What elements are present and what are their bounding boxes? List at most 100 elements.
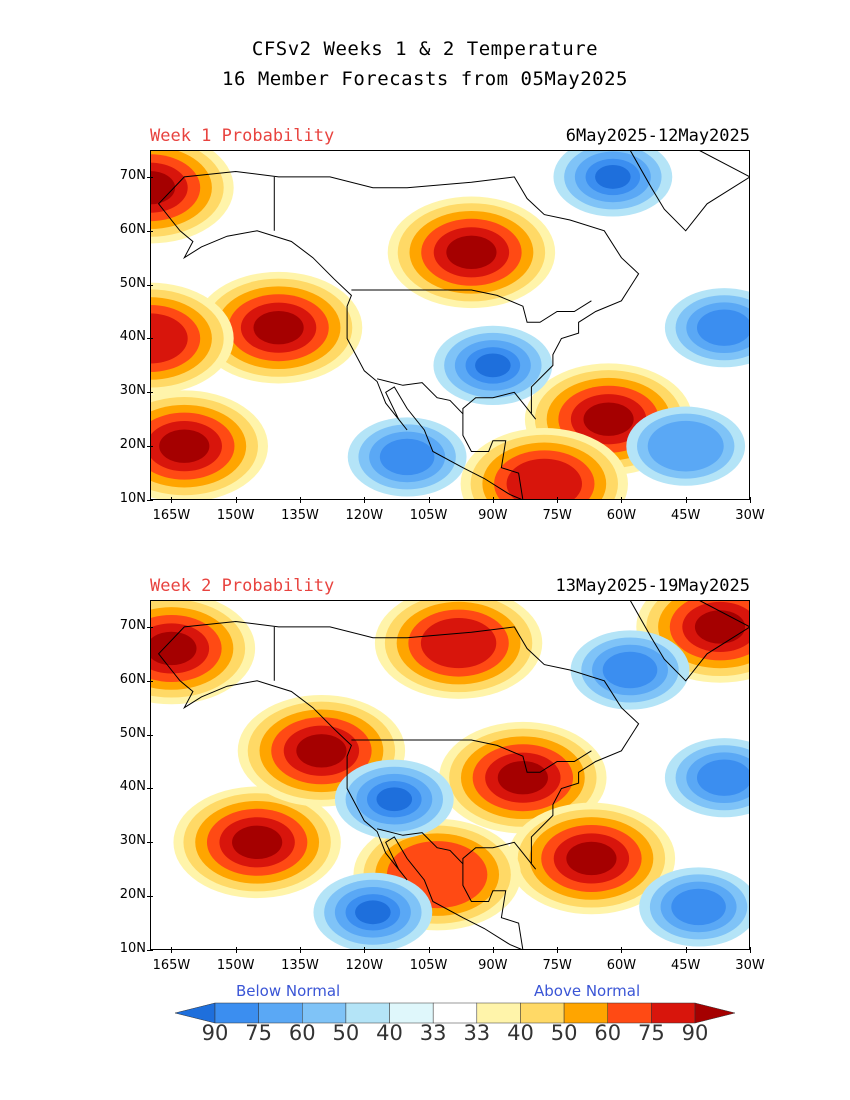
lat-tick-label: 50N: [119, 725, 146, 741]
lat-tick-label: 30N: [119, 383, 146, 399]
lon-tick-label: 135W: [281, 958, 319, 973]
lon-tick-label: 45W: [671, 958, 701, 973]
lon-tick-label: 30W: [735, 958, 765, 973]
lon-tick-mark: [750, 947, 751, 953]
lon-tick-label: 150W: [216, 508, 255, 523]
legend-number: 40: [376, 1021, 403, 1045]
week2-map-canvas: [150, 600, 750, 950]
lat-tick-mark: [147, 338, 153, 340]
lon-tick-mark: [235, 497, 237, 503]
above-normal-region-3: [439, 721, 607, 834]
above-normal-region-1: [173, 786, 341, 899]
legend-number: 60: [594, 1021, 622, 1045]
lon-tick-label: 30W: [735, 508, 765, 523]
legend-swatch: [389, 1002, 434, 1024]
lat-tick-mark: [147, 788, 153, 790]
lon-tick-mark: [428, 497, 430, 503]
lat-tick-mark: [147, 950, 153, 951]
legend-number: 33: [463, 1021, 491, 1045]
lon-tick-mark: [171, 947, 173, 953]
lon-tick-label: 135W: [281, 508, 319, 523]
lon-tick-mark: [364, 497, 366, 503]
lon-tick-mark: [685, 497, 687, 503]
legend-number: 40: [507, 1021, 534, 1045]
lon-tick-label: 90W: [478, 958, 508, 973]
lon-tick-label: 105W: [409, 958, 448, 973]
below-normal-region-12: [664, 738, 750, 818]
coastline-outline: [157, 620, 640, 950]
lat-tick-label: 20N: [119, 887, 146, 903]
below-normal-region-10: [570, 630, 690, 710]
week1-label: Week 1 Probability: [150, 126, 335, 146]
week2-label: Week 2 Probability: [150, 576, 335, 596]
lat-tick-mark: [147, 680, 153, 682]
above-normal-region-6: [150, 282, 234, 395]
legend-swatch: [258, 1002, 303, 1024]
lon-tick-label: 60W: [606, 958, 637, 973]
lon-tick-mark: [621, 497, 623, 503]
lon-tick-label: 75W: [542, 958, 572, 973]
lon-tick-mark: [364, 947, 366, 953]
legend-arrow-above: [694, 1002, 735, 1024]
lon-tick-label: 150W: [216, 958, 255, 973]
below-normal-region-9: [664, 288, 750, 368]
above-normal-region-4: [507, 802, 676, 915]
lon-tick-mark: [235, 947, 237, 953]
us-mexico-border: [376, 828, 464, 865]
lon-tick-label: 105W: [409, 508, 448, 523]
lon-tick-mark: [621, 947, 623, 953]
lon-tick-mark: [300, 947, 301, 953]
lat-tick-label: 30N: [119, 833, 146, 849]
lon-tick-mark: [492, 947, 494, 953]
below-normal-region-11: [626, 406, 746, 486]
us-canada-border: [351, 289, 592, 323]
legend-above-label: Above Normal: [534, 982, 641, 1000]
legend-swatch: [432, 1002, 478, 1024]
above-normal-region-1: [194, 271, 363, 384]
lon-tick-mark: [492, 497, 494, 503]
lat-tick-mark: [147, 734, 153, 736]
lon-tick-label: 90W: [478, 508, 508, 523]
week1-dates: 6May2025-12May2025: [565, 126, 750, 146]
lat-tick-label: 40N: [119, 779, 146, 795]
lon-tick-mark: [557, 947, 559, 953]
lon-tick-label: 75W: [542, 508, 572, 523]
legend-swatch: [302, 1002, 347, 1024]
title-line-2: 16 Member Forecasts from 05May2025: [222, 68, 628, 90]
lat-tick-label: 60N: [119, 671, 146, 687]
coastline-outline: [157, 170, 640, 500]
lon-tick-label: 120W: [345, 508, 384, 523]
lat-tick-mark: [147, 446, 153, 448]
below-normal-region-10: [347, 417, 467, 497]
lat-tick-mark: [147, 392, 153, 394]
lat-tick-label: 50N: [119, 275, 146, 291]
legend-swatch: [214, 1002, 259, 1024]
greenland-outline: [628, 600, 750, 682]
week1-map: [150, 150, 750, 500]
lat-tick-label: 10N: [119, 491, 146, 506]
legend-number: 50: [550, 1021, 578, 1045]
below-normal-region-7: [433, 325, 553, 405]
lon-tick-label: 120W: [345, 958, 384, 973]
lat-tick-mark: [147, 230, 153, 232]
legend-number: 33: [419, 1021, 447, 1045]
lon-tick-label: 165W: [152, 508, 191, 523]
week2-dates: 13May2025-19May2025: [555, 576, 750, 596]
greenland-outline: [628, 150, 750, 232]
lat-tick-label: 10N: [119, 941, 146, 956]
below-normal-region-8: [334, 759, 454, 839]
lon-tick-label: 45W: [671, 508, 701, 523]
us-mexico-border: [376, 378, 464, 415]
lat-tick-mark: [147, 842, 153, 844]
legend-number: 90: [201, 1021, 229, 1045]
legend-below-label: Below Normal: [236, 982, 341, 1000]
lat-tick-label: 70N: [119, 617, 146, 633]
lon-tick-mark: [300, 497, 301, 503]
legend-arrow-below: [175, 1002, 216, 1024]
lon-tick-mark: [685, 947, 687, 953]
below-normal-region-9: [313, 872, 433, 950]
above-normal-region-2: [150, 390, 268, 500]
legend-colorbar: [175, 1002, 735, 1024]
below-normal-region-11: [639, 867, 750, 947]
above-normal-region-5: [460, 428, 628, 500]
